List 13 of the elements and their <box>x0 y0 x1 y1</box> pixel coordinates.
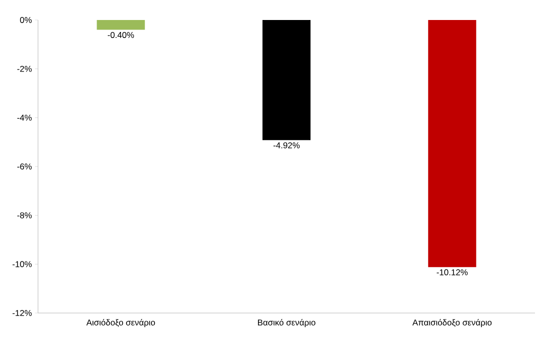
x-tick-label: Αισιόδοξο σενάριο <box>86 319 155 328</box>
y-tick-label: -2% <box>17 66 32 72</box>
data-label: -0.40% <box>108 32 134 38</box>
data-label: -10.12% <box>436 269 468 276</box>
data-label: -4.92% <box>273 142 300 148</box>
y-tick-label: -6% <box>17 164 32 170</box>
y-tick-label: -12% <box>12 310 32 316</box>
x-tick-label: Απαισιόδοξο σενάριο <box>412 319 492 328</box>
y-tick-label: 0% <box>20 17 32 23</box>
x-tick-label: Βασικό σενάριο <box>258 319 316 328</box>
y-tick-label: -4% <box>17 114 32 121</box>
y-tick-label: -10% <box>12 261 32 268</box>
y-tick-label: -8% <box>17 212 32 218</box>
